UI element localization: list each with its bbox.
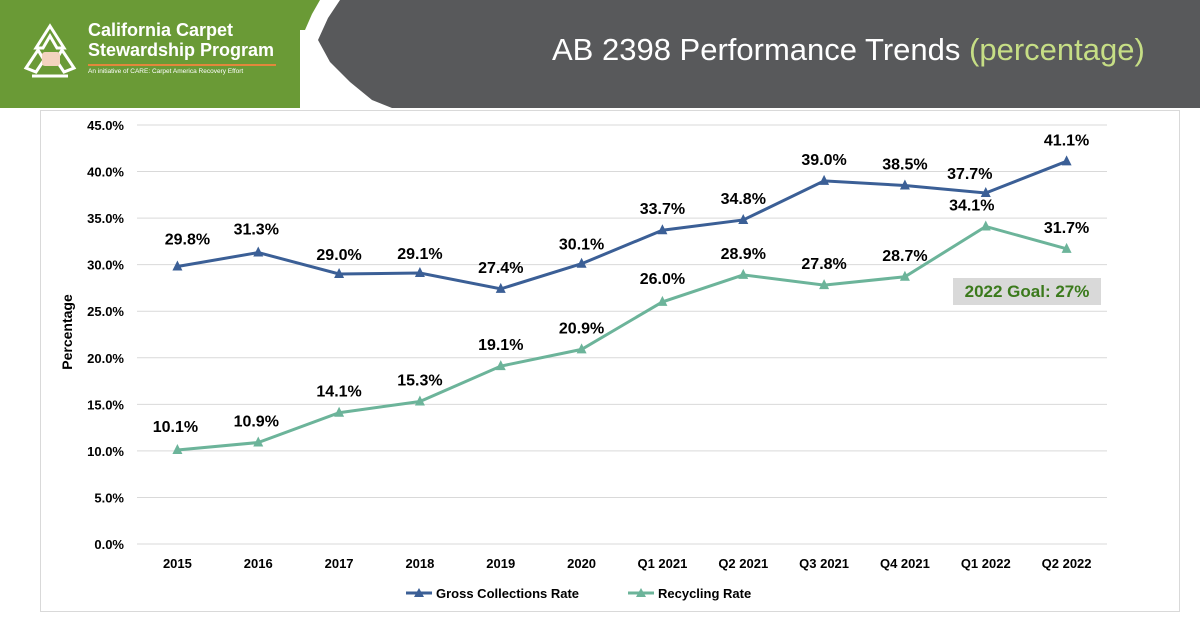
data-label: 19.1% [478, 337, 523, 354]
data-point [334, 267, 345, 278]
data-point [495, 360, 506, 371]
y-tick-label: 0.0% [94, 537, 124, 552]
data-point [899, 270, 910, 281]
data-point [253, 436, 264, 447]
data-label: 15.3% [397, 373, 442, 390]
brand-name: California Carpet Stewardship Program [88, 20, 274, 60]
data-point [819, 174, 830, 185]
x-tick-label: 2017 [325, 556, 354, 571]
legend-marker [414, 588, 424, 597]
x-tick-label: 2015 [163, 556, 192, 571]
data-point [495, 282, 506, 293]
x-tick-label: Q1 2022 [961, 556, 1011, 571]
brand-line-2: Stewardship Program [88, 40, 275, 60]
data-point [657, 295, 668, 306]
data-label: 31.3% [234, 222, 279, 239]
y-tick-label: 15.0% [87, 397, 124, 412]
y-tick-label: 20.0% [87, 351, 124, 366]
data-label: 31.7% [1044, 220, 1089, 237]
data-label: 10.9% [234, 414, 279, 431]
title-accent: (percentage) [969, 32, 1145, 67]
x-tick-label: Q1 2021 [637, 556, 687, 571]
data-point [738, 268, 749, 279]
goal-label: 2022 Goal: 27% [964, 282, 1090, 301]
data-label: 26.0% [640, 271, 685, 288]
y-tick-labels: 0.0% 5.0% 10.0% 15.0% 20.0% 25.0% 30.0% 35.0% 40… [87, 118, 124, 552]
data-label: 39.0% [801, 152, 846, 169]
data-point [172, 260, 183, 271]
brand-divider [88, 64, 276, 66]
x-tick-label: Q2 2021 [718, 556, 768, 571]
legend-label: Recycling Rate [658, 586, 751, 601]
data-label: 33.7% [640, 201, 685, 218]
data-point [657, 224, 668, 235]
brand-tagline: An initiative of CARE: Carpet America Re… [88, 68, 244, 75]
data-point [334, 406, 345, 417]
data-label: 41.1% [1044, 132, 1089, 149]
data-point [253, 246, 264, 257]
data-label: 10.1% [153, 419, 198, 436]
x-tick-label: Q4 2021 [880, 556, 930, 571]
data-label: 28.7% [882, 248, 927, 265]
goal-highlight [953, 278, 1101, 305]
data-label: 34.8% [721, 191, 766, 208]
x-tick-label: 2016 [244, 556, 273, 571]
legend-label: Gross Collections Rate [436, 586, 579, 601]
data-point [980, 186, 991, 197]
x-tick-label: Q2 2022 [1042, 556, 1092, 571]
title-main: AB 2398 Performance Trends [552, 32, 961, 67]
data-point [414, 267, 425, 278]
series-lines [172, 155, 1072, 454]
data-label: 27.8% [801, 256, 846, 273]
data-label: 29.0% [316, 247, 361, 264]
y-tick-label: 40.0% [87, 165, 124, 180]
data-point [1061, 242, 1072, 253]
legend-marker [636, 588, 646, 597]
data-label: 38.5% [882, 157, 927, 174]
x-tick-label: 2019 [486, 556, 515, 571]
data-point [1061, 155, 1072, 166]
data-label: 28.9% [721, 246, 766, 263]
chart-frame [40, 110, 1180, 612]
data-point [980, 220, 991, 231]
data-label: 37.7% [947, 166, 992, 183]
y-tick-label: 45.0% [87, 118, 124, 133]
x-tick-labels: 2015 2016 2017 2018 2019 2020 Q1 2021 Q2 2021 Q3… [163, 556, 1092, 571]
y-tick-label: 10.0% [87, 444, 124, 459]
y-tick-label: 35.0% [87, 211, 124, 226]
y-tick-label: 5.0% [94, 490, 124, 505]
data-point [414, 395, 425, 406]
slide-header: California Carpet Stewardship Program An… [0, 0, 1200, 108]
data-point [738, 213, 749, 224]
series-line-recycling [177, 224, 1067, 452]
data-label: 29.8% [165, 232, 210, 249]
data-label: 34.1% [949, 197, 994, 214]
y-tick-label: 25.0% [87, 304, 124, 319]
series-line-gross-collections [177, 159, 1068, 291]
x-tick-label: Q3 2021 [799, 556, 849, 571]
data-point [576, 343, 587, 354]
recycle-logo-icon [23, 23, 77, 78]
data-label: 20.9% [559, 320, 604, 337]
data-labels: 29.8% 31.3% 29.0% 29.1% 27.4% 30.1% 33.7% 34.8%… [153, 132, 1090, 436]
data-point [172, 443, 183, 454]
gridlines [137, 124, 1107, 545]
california-map-icon [300, 0, 392, 108]
data-point [819, 279, 830, 290]
y-axis-title: Percentage [59, 294, 75, 370]
brand-line-1: California Carpet [88, 20, 234, 40]
data-point [576, 257, 587, 268]
x-tick-label: 2020 [567, 556, 596, 571]
x-tick-label: 2018 [405, 556, 434, 571]
y-tick-label: 30.0% [87, 258, 124, 273]
data-label: 27.4% [478, 260, 523, 277]
data-point [899, 179, 910, 190]
data-label: 30.1% [559, 237, 604, 254]
data-label: 29.1% [397, 246, 442, 263]
legend: Gross Collections Rate Recycling Rate [406, 586, 751, 601]
page-title: AB 2398 Performance Trends (percentage) [552, 32, 1145, 68]
data-label: 14.1% [316, 384, 361, 401]
